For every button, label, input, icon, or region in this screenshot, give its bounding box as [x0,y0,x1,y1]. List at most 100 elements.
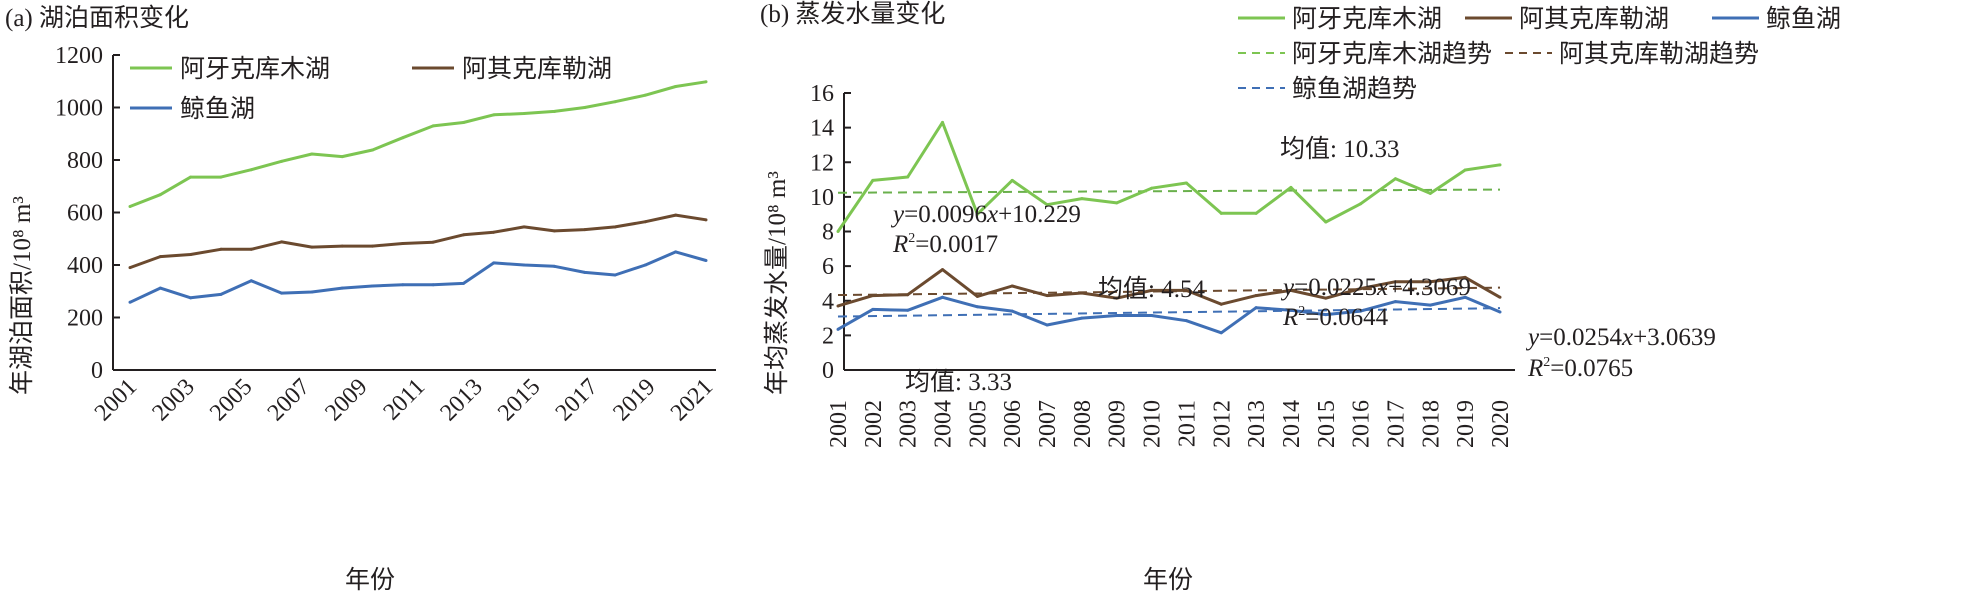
data-point-jingyu [583,270,587,274]
series-line-aqqikkol [837,268,1501,308]
data-point-aqqikkol [371,244,375,248]
y-tick-label: 16 [810,81,834,107]
series-line-jingyu [129,250,707,304]
y-tick-label: 0 [91,358,103,384]
x-tick-label: 2020 [1488,400,1514,448]
x-tick-label: 2021 [666,374,718,426]
data-point-aqqikkol [522,225,526,229]
data-point-jingyu [643,263,647,267]
y-tick-label: 800 [67,148,103,174]
data-point-jingyu [1045,323,1049,327]
series-line-ayakkum [836,120,1501,233]
data-point-ayakkum [552,109,556,113]
data-point-ayakkum [401,136,405,140]
data-point-jingyu [1463,295,1467,299]
x-tick-label: 2011 [379,374,431,426]
data-point-jingyu [522,263,526,267]
data-point-aqqikkol [704,218,708,222]
data-point-jingyu [1393,300,1397,304]
panel-b-y-label: 年均蒸发水量/10⁸ m³ [763,171,791,395]
data-point-jingyu [552,264,556,268]
x-tick-label: 2009 [1105,400,1131,448]
data-point-ayakkum [1010,178,1014,182]
data-point-jingyu [310,290,314,294]
x-tick-label: 2003 [148,374,200,426]
data-point-jingyu [613,273,617,277]
y-tick-label: 400 [67,253,103,279]
data-point-aqqikkol [249,247,253,251]
data-point-jingyu [128,300,132,304]
data-point-ayakkum [249,168,253,172]
x-tick-label: 2018 [1418,400,1444,448]
data-point-aqqikkol [1254,294,1258,298]
y-tick-label: 1200 [55,43,103,69]
data-point-aqqikkol [1080,291,1084,295]
data-point-aqqikkol [280,240,284,244]
x-tick-label: 2013 [436,374,488,426]
x-tick-label: 2007 [1035,400,1061,448]
data-point-jingyu [906,308,910,312]
data-point-aqqikkol [1359,287,1363,291]
x-tick-label: 2005 [965,400,991,448]
trend-line-ayakkum [837,188,1501,194]
x-tick-label: 2009 [320,374,372,426]
data-point-ayakkum [906,175,910,179]
panel-a-lake-area: (a) 湖泊面积变化 年份 年湖泊面积/10⁸ m³ 0 200 400 600 800… [5,4,718,594]
data-point-aqqikkol [340,244,344,248]
x-tick-label: 2016 [1349,400,1375,448]
data-point-jingyu [1428,303,1432,307]
data-point-jingyu [401,283,405,287]
data-point-jingyu [219,292,223,296]
data-point-ayakkum [1150,186,1154,190]
x-tick-label: 2014 [1279,400,1305,448]
trend-line-jingyu [837,307,1501,318]
data-point-aqqikkol [1498,295,1502,299]
data-point-aqqikkol [461,233,465,237]
data-point-ayakkum [158,193,162,197]
data-point-ayakkum [1045,203,1049,207]
x-tick-label: 2003 [896,400,922,448]
data-point-ayakkum [613,100,617,104]
data-point-ayakkum [310,152,314,156]
panel-b-x-label: 年份 [1143,566,1193,594]
trend-r2-ayakkum: R2=0.0017 [892,231,998,258]
data-point-ayakkum [1115,201,1119,205]
data-point-jingyu [1289,308,1293,312]
data-point-aqqikkol [643,220,647,224]
data-point-ayakkum [1324,220,1328,224]
data-point-jingyu [871,307,875,311]
data-point-ayakkum [1219,211,1223,215]
data-point-jingyu [1359,309,1363,313]
data-point-jingyu [1080,316,1084,320]
legend-label-ayakkum: 阿牙克库木湖 [180,55,330,83]
data-point-jingyu [371,284,375,288]
panel-a-y-label: 年湖泊面积/10⁸ m³ [8,196,36,395]
data-point-ayakkum [1498,163,1502,167]
data-point-aqqikkol [1289,288,1293,292]
x-tick-label: 2015 [493,374,545,426]
y-tick-label: 0 [822,358,834,384]
data-point-jingyu [975,305,979,309]
data-point-ayakkum [1428,191,1432,195]
y-tick-label: 8 [822,220,834,246]
y-tick-label: 1000 [55,96,103,122]
series-line-aqqikkol [129,213,707,270]
data-point-ayakkum [975,212,979,216]
data-point-ayakkum [674,85,678,88]
mean-label-jingyu: 均值: 3.33 [905,368,1012,396]
trend-equation-aqqikkol: y=0.0225x+4.3069 [1280,274,1471,301]
data-point-ayakkum [371,148,375,152]
data-point-ayakkum [280,159,284,163]
data-point-ayakkum [1080,197,1084,201]
series-line-jingyu [837,295,1501,335]
data-point-ayakkum [583,106,587,109]
panel-a-legend: 阿牙克库木湖 阿其克库勒湖 鲸鱼湖 [130,55,612,123]
legend-label-ayakkum: 阿牙克库木湖 [1292,5,1442,33]
legend-label-jingyu-trend: 鲸鱼湖趋势 [1292,75,1417,103]
x-tick-label: 2006 [1000,400,1026,448]
data-point-aqqikkol [1045,294,1049,298]
data-point-aqqikkol [674,213,678,217]
x-tick-label: 2010 [1140,400,1166,448]
data-point-ayakkum [431,124,435,128]
